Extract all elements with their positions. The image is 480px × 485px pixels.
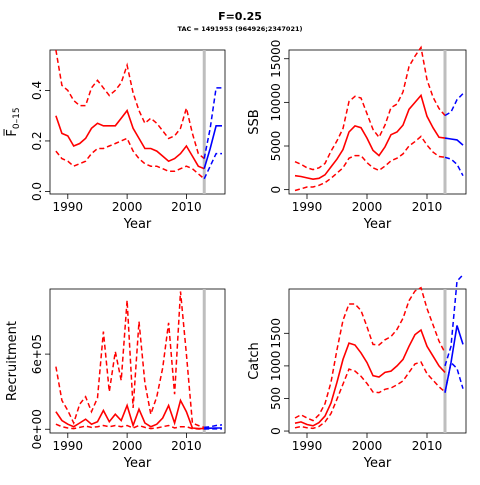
catch-xtick-label-2000: 2000: [352, 439, 383, 453]
ssb-panel: 1990 2000 2010 0 5000 10000 15000 Year SSB: [247, 40, 466, 232]
figure-title: F=0.25: [218, 10, 262, 23]
catch-proj-median-line: [445, 326, 463, 393]
catch-ylabel: Catch: [247, 342, 262, 380]
catch-hist-upper-line: [295, 288, 445, 421]
fbar-xtick-label-1990: 1990: [53, 200, 84, 214]
ssb-ytick-label-0: 0: [269, 186, 283, 194]
recruitment-xtick-label-1990: 1990: [53, 439, 84, 453]
fbar-xtick-label-2000: 2000: [112, 200, 143, 214]
recruitment-panel: 1990 2000 2010 0e+00 6e+05 Year Recruitment: [5, 289, 225, 471]
catch-xtick-label-2010: 2010: [412, 439, 443, 453]
fbar-ytick-label-1: 0.2: [30, 131, 44, 150]
ssb-ylabel: SSB: [247, 109, 262, 134]
recruitment-xtick-label-2000: 2000: [112, 439, 143, 453]
recruitment-xlabel: Year: [123, 456, 152, 471]
recruitment-ylabel: Recruitment: [5, 321, 20, 401]
ssb-xtick-label-2000: 2000: [352, 200, 383, 214]
recruitment-ytick-label-1: 6e+05: [30, 334, 44, 374]
catch-ytick-label-1: 500: [269, 387, 283, 410]
catch-ytick-label-0: 0: [269, 427, 283, 435]
ssb-xtick-label-1990: 1990: [292, 200, 323, 214]
recruitment-ytick-label-0: 0e+00: [30, 409, 44, 449]
ssb-proj-median-line: [445, 138, 463, 145]
ssb-ytick-label-3: 15000: [269, 40, 283, 78]
recruitment-hist-upper-line: [56, 292, 204, 428]
fbar-ytick-label-0: 0.0: [30, 182, 44, 201]
fbar-hist-median-line: [56, 111, 204, 169]
catch-xtick-label-1990: 1990: [292, 439, 323, 453]
fbar-xtick-label-2010: 2010: [171, 200, 202, 214]
recruitment-proj-upper-line: [204, 425, 222, 428]
ssb-proj-upper-line: [445, 94, 463, 116]
catch-xlabel: Year: [363, 456, 392, 471]
catch-proj-upper-line: [445, 275, 463, 366]
catch-panel: 1990 2000 2010 0 500 1000 1500 Year Catch: [247, 275, 466, 471]
fbar-ylabel: F̅0–15: [4, 107, 22, 136]
recruitment-xtick-label-2010: 2010: [171, 439, 202, 453]
fbar-hist-upper-line: [56, 50, 204, 159]
recruitment-hist-median-line: [56, 400, 204, 428]
fbar-xlabel: Year: [123, 217, 152, 232]
fbar-ytick-label-2: 0.4: [30, 81, 44, 100]
ssb-ytick-label-2: 10000: [269, 83, 283, 121]
catch-ytick-label-2: 1000: [269, 351, 283, 382]
ssb-frame: [289, 50, 466, 194]
catch-hist-lower-line: [295, 362, 445, 428]
ssb-hist-median-line: [295, 95, 445, 179]
fbar-frame: [50, 50, 225, 194]
ssb-xlabel: Year: [363, 217, 392, 232]
fbar-panel: 1990 2000 2010 0.0 0.2 0.4 Year F̅0–15: [4, 50, 225, 232]
recruitment-proj-median-line: [204, 428, 222, 429]
ssb-xtick-label-2010: 2010: [412, 200, 443, 214]
fbar-proj-upper-line: [204, 88, 222, 159]
figure-subtitle: TAC = 1491953 (964926;2347021): [178, 25, 303, 33]
recruitment-hist-lower-line: [56, 424, 204, 429]
ssb-ytick-label-1: 5000: [269, 131, 283, 162]
catch-frame: [289, 289, 466, 433]
catch-hist-median-line: [295, 330, 445, 426]
ssb-hist-upper-line: [295, 47, 445, 169]
catch-ytick-label-3: 1500: [269, 318, 283, 349]
ssb-proj-lower-line: [445, 157, 463, 175]
